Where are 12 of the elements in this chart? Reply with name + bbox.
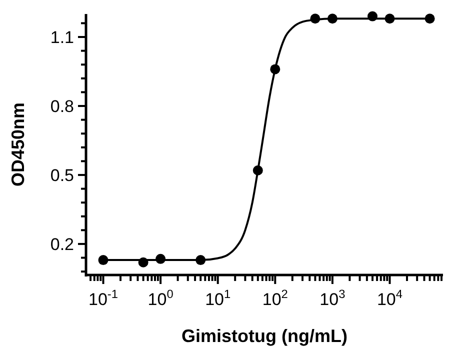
y-axis-title: OD450nm bbox=[8, 102, 28, 187]
x-tick-label: 10$^{4}$ bbox=[376, 287, 403, 309]
y-tick-label: 1.1 bbox=[50, 28, 74, 47]
x-tick-label: 10$^{1}$ bbox=[205, 287, 231, 309]
x-tick-label: 10$^{-1}$ bbox=[88, 287, 118, 309]
y-tick-label: 0.5 bbox=[50, 166, 74, 185]
x-axis-title: Gimistotug (ng/mL) bbox=[182, 326, 348, 346]
x-tick-label: 10$^{2}$ bbox=[262, 287, 288, 309]
x-tick-label: 10$^{0}$ bbox=[148, 287, 174, 309]
y-tick-label: 0.8 bbox=[50, 96, 74, 116]
y-tick-label: 0.2 bbox=[50, 234, 74, 254]
x-tick-label: 10$^{3}$ bbox=[320, 287, 346, 309]
